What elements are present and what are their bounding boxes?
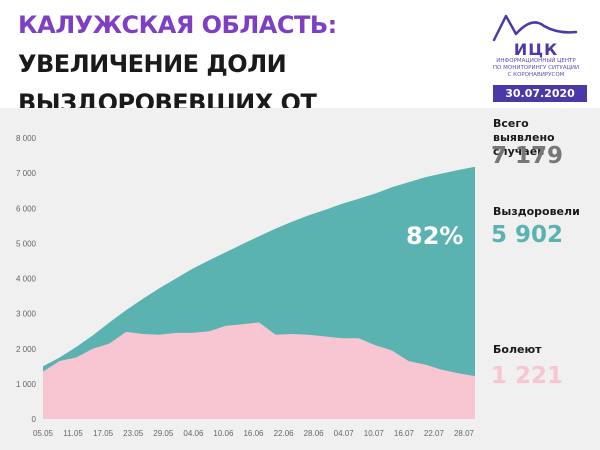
y-tick-label: 4 000 xyxy=(16,275,37,284)
logo-subtitle-1: ИНФОРМАЦИОННЫЙ ЦЕНТР xyxy=(496,58,576,64)
x-tick-label: 11.05 xyxy=(63,429,83,438)
y-tick-label: 5 000 xyxy=(16,239,37,248)
logo: ИЦК ИНФОРМАЦИОННЫЙ ЦЕНТР ПО МОНИТОРИНГУ … xyxy=(484,10,588,100)
sick-value: 1 221 xyxy=(491,363,564,389)
y-tick-label: 1 000 xyxy=(16,380,37,389)
recovered-label: Выздоровели xyxy=(493,205,580,218)
recovered-share-label: 82% xyxy=(406,222,464,250)
title-region: КАЛУЖСКАЯ ОБЛАСТЬ: xyxy=(18,11,337,39)
x-tick-label: 05.05 xyxy=(33,429,54,438)
y-tick-label: 0 xyxy=(32,415,37,424)
y-tick-label: 8 000 xyxy=(16,134,37,143)
x-tick-label: 28.07 xyxy=(454,429,475,438)
date-badge: 30.07.2020 xyxy=(493,85,587,102)
logo-wave-icon xyxy=(492,14,578,42)
title-rest: УВЕЛИЧЕНИЕ ДОЛИ xyxy=(18,50,287,78)
y-tick-label: 2 000 xyxy=(16,345,37,354)
x-tick-label: 28.06 xyxy=(304,429,325,438)
total-label: Всего выявлено случаев xyxy=(493,117,555,158)
logo-name: ИЦК xyxy=(513,40,559,59)
y-tick-label: 7 000 xyxy=(16,169,37,178)
logo-subtitle-3: С КОРОНАВИРУСОМ xyxy=(507,72,565,78)
recovered-value: 5 902 xyxy=(491,222,564,248)
logo-subtitle: ИНФОРМАЦИОННЫЙ ЦЕНТР ПО МОНИТОРИНГУ СИТУ… xyxy=(484,58,588,79)
x-tick-label: 04.07 xyxy=(334,429,355,438)
total-value: 7 179 xyxy=(491,143,564,169)
x-tick-label: 04.06 xyxy=(183,429,204,438)
x-tick-label: 22.06 xyxy=(274,429,295,438)
x-tick-label: 10.06 xyxy=(213,429,234,438)
x-tick-label: 23.05 xyxy=(123,429,144,438)
x-tick-label: 16.07 xyxy=(394,429,415,438)
sick-label: Болеют xyxy=(493,343,542,356)
sick-area xyxy=(43,322,475,419)
x-tick-label: 10.07 xyxy=(364,429,385,438)
y-tick-label: 6 000 xyxy=(16,204,37,213)
y-tick-label: 3 000 xyxy=(16,310,37,319)
x-tick-label: 29.05 xyxy=(153,429,174,438)
x-tick-label: 22.07 xyxy=(424,429,445,438)
x-tick-label: 17.05 xyxy=(93,429,114,438)
logo-subtitle-2: ПО МОНИТОРИНГУ СИТУАЦИИ xyxy=(492,65,580,71)
x-tick-label: 16.06 xyxy=(243,429,264,438)
